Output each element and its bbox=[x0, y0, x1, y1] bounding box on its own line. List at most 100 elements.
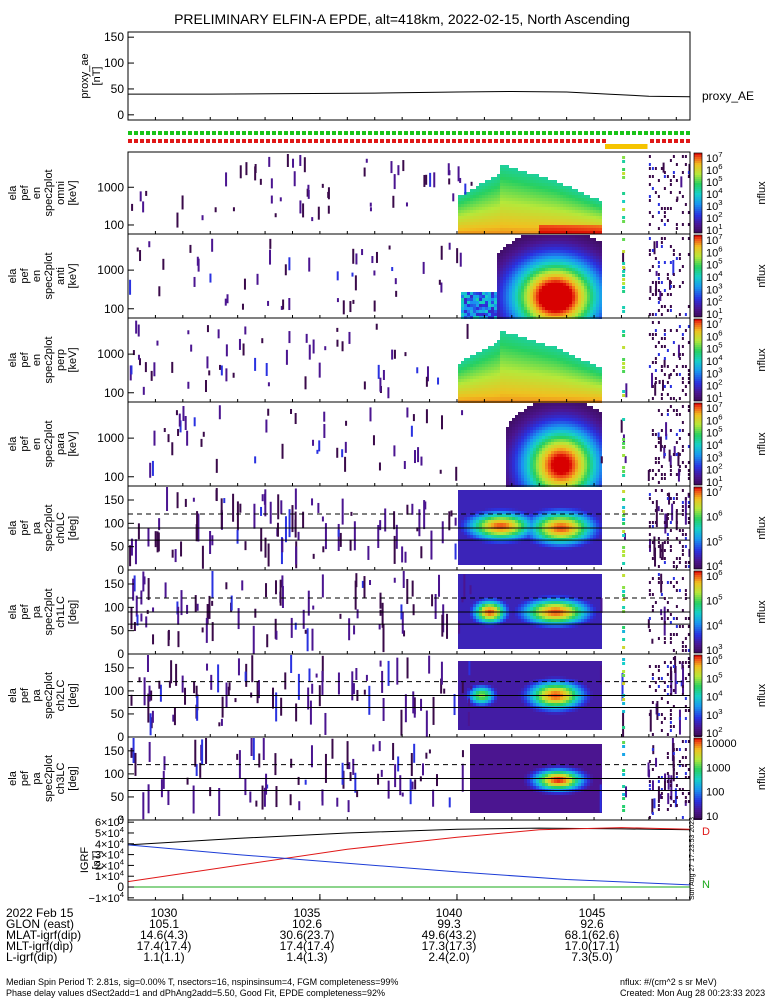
spectrogram-noise bbox=[620, 419, 623, 433]
spectrogram-cell bbox=[530, 235, 533, 238]
spectrogram-noise bbox=[666, 293, 669, 296]
spectrogram-noise bbox=[672, 175, 675, 178]
spectrogram-cell bbox=[581, 448, 584, 451]
spectrogram-cell bbox=[584, 367, 587, 370]
spectrogram-cell bbox=[524, 553, 527, 556]
spectrogram-cell bbox=[521, 186, 524, 189]
spectrogram-cell bbox=[551, 180, 554, 183]
spectrogram-cell bbox=[563, 466, 566, 469]
spectrogram-noise bbox=[355, 253, 358, 265]
spectrogram-cell bbox=[578, 216, 581, 219]
spectrogram-cell bbox=[512, 244, 515, 247]
spectrogram-cell bbox=[590, 433, 593, 436]
spectrogram-cell bbox=[548, 274, 551, 277]
spectrogram-cell bbox=[530, 553, 533, 556]
spectrogram-cell bbox=[461, 553, 464, 556]
spectrogram-cell bbox=[470, 505, 473, 508]
spectrogram-cell bbox=[518, 532, 521, 535]
spectrogram-cell bbox=[533, 397, 536, 400]
spectrogram-cell bbox=[518, 523, 521, 526]
spectrogram-cell bbox=[521, 511, 524, 514]
spectrogram-cell bbox=[464, 505, 467, 508]
spectrogram-cell bbox=[560, 301, 563, 304]
spectrogram-noise bbox=[648, 297, 651, 300]
sector-green-mark bbox=[674, 131, 678, 135]
spectrogram-cell bbox=[521, 183, 524, 186]
spectrogram-cell bbox=[581, 469, 584, 472]
spectrogram-cell bbox=[578, 250, 581, 253]
spectrogram-cell bbox=[563, 448, 566, 451]
spectrogram-noise bbox=[659, 436, 662, 452]
spectrogram-cell bbox=[530, 361, 533, 364]
spectrogram-noise bbox=[681, 281, 684, 284]
spectrogram-cell bbox=[587, 475, 590, 478]
spectrogram-cell bbox=[581, 481, 584, 484]
spectrogram-cell bbox=[548, 228, 551, 231]
spectrogram-cell bbox=[491, 207, 494, 210]
spectrogram-cell bbox=[533, 559, 536, 562]
spectrogram-cell bbox=[542, 244, 545, 247]
sector-red-mark bbox=[356, 139, 360, 143]
spectrogram-cell bbox=[524, 213, 527, 216]
spectrogram-cell bbox=[542, 397, 545, 400]
spectrogram-cell bbox=[488, 532, 491, 535]
spectrogram-cell bbox=[521, 514, 524, 517]
spectrogram-cell bbox=[503, 250, 506, 253]
spectrogram-cell bbox=[491, 517, 494, 520]
spectrogram-cell bbox=[509, 532, 512, 535]
spectrogram-cell bbox=[533, 192, 536, 195]
spectrogram-cell bbox=[566, 310, 569, 313]
spectrogram-cell bbox=[569, 367, 572, 370]
spectrogram-noise bbox=[162, 258, 165, 270]
spectrogram-cell bbox=[500, 502, 503, 505]
spectrogram-cell bbox=[566, 445, 569, 448]
spectrogram-noise bbox=[352, 299, 355, 304]
spectrogram-cell bbox=[506, 502, 509, 505]
spectrogram-cell bbox=[530, 370, 533, 373]
spectrogram-cell bbox=[464, 231, 467, 234]
spectrogram-cell bbox=[593, 460, 596, 463]
spectrogram-cell bbox=[596, 286, 599, 289]
spectrogram-cell bbox=[506, 358, 509, 361]
spectrogram-noise bbox=[675, 365, 678, 368]
spectrogram-noise bbox=[660, 207, 663, 210]
spectrogram-cell bbox=[494, 553, 497, 556]
spectrogram-cell bbox=[557, 186, 560, 189]
spectrogram-cell bbox=[464, 207, 467, 210]
spectrogram-cell bbox=[473, 382, 476, 385]
sector-red-mark bbox=[578, 139, 582, 143]
spectrogram-cell bbox=[587, 253, 590, 256]
spectrogram-cell bbox=[590, 415, 593, 418]
spectrogram-cell bbox=[509, 442, 512, 445]
spectrogram-cell bbox=[557, 451, 560, 454]
spectrogram-cell bbox=[587, 207, 590, 210]
spectrogram-cell bbox=[584, 235, 587, 238]
spectrogram-noise bbox=[668, 279, 671, 290]
spectrogram-noise bbox=[672, 409, 675, 412]
spectrogram-cell bbox=[581, 424, 584, 427]
spectrogram-cell bbox=[569, 361, 572, 364]
spectrogram-cell bbox=[479, 201, 482, 204]
spectrogram-cell bbox=[539, 469, 542, 472]
spectrogram-cell bbox=[524, 520, 527, 523]
spectrogram-cell bbox=[578, 204, 581, 207]
spectrogram-cell bbox=[518, 340, 521, 343]
spectrogram-cell bbox=[494, 343, 497, 346]
spectrogram-cell bbox=[548, 286, 551, 289]
sector-green-mark bbox=[404, 131, 408, 135]
spectrogram-cell bbox=[512, 397, 515, 400]
spectrogram-cell bbox=[473, 310, 476, 313]
spectrogram-cell bbox=[518, 538, 521, 541]
spectrogram-cell bbox=[530, 183, 533, 186]
spectrogram-noise bbox=[687, 171, 690, 174]
spectrogram-cell bbox=[524, 207, 527, 210]
spectrogram-cell bbox=[530, 201, 533, 204]
spectrogram-cell bbox=[470, 373, 473, 376]
spectrogram-cell bbox=[509, 394, 512, 397]
spectrogram-cell bbox=[554, 204, 557, 207]
spectrogram-cell bbox=[506, 298, 509, 301]
spectrogram-cell bbox=[497, 274, 500, 277]
spectrogram-cell bbox=[500, 331, 503, 334]
spectrogram-cell bbox=[548, 292, 551, 295]
spectrogram-cell bbox=[590, 388, 593, 391]
